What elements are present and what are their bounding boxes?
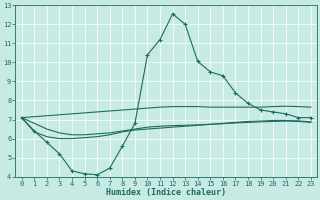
X-axis label: Humidex (Indice chaleur): Humidex (Indice chaleur) — [106, 188, 226, 197]
